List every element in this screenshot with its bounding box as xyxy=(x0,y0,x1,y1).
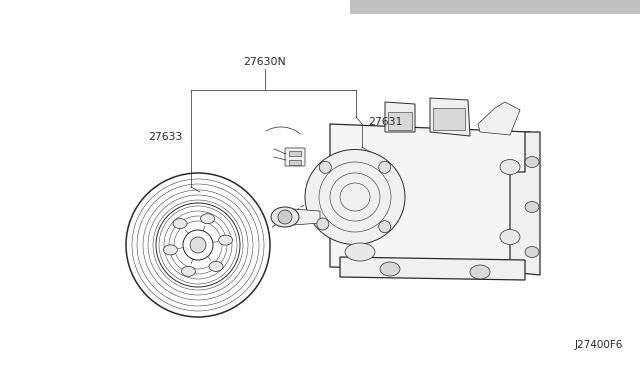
Ellipse shape xyxy=(525,247,539,257)
Bar xyxy=(289,160,301,165)
Text: 27630N: 27630N xyxy=(244,57,286,67)
Polygon shape xyxy=(280,208,320,226)
Ellipse shape xyxy=(200,214,214,224)
Circle shape xyxy=(317,218,329,230)
Polygon shape xyxy=(385,102,415,132)
Ellipse shape xyxy=(500,230,520,244)
Bar xyxy=(433,108,465,130)
Ellipse shape xyxy=(525,157,539,167)
Bar xyxy=(388,112,412,130)
Ellipse shape xyxy=(219,235,232,245)
Polygon shape xyxy=(330,124,530,272)
Bar xyxy=(289,151,301,156)
Polygon shape xyxy=(510,132,540,275)
Text: 27633: 27633 xyxy=(148,132,182,142)
Polygon shape xyxy=(340,257,525,280)
Circle shape xyxy=(319,161,332,173)
Ellipse shape xyxy=(163,245,177,255)
Ellipse shape xyxy=(500,160,520,174)
Circle shape xyxy=(379,161,390,173)
Circle shape xyxy=(379,221,390,233)
Polygon shape xyxy=(430,98,470,136)
Ellipse shape xyxy=(173,219,187,228)
Ellipse shape xyxy=(305,150,405,244)
Ellipse shape xyxy=(181,266,195,276)
FancyBboxPatch shape xyxy=(285,148,305,166)
Polygon shape xyxy=(478,102,520,135)
Text: J27400F6: J27400F6 xyxy=(575,340,623,350)
Ellipse shape xyxy=(525,202,539,212)
Ellipse shape xyxy=(209,262,223,272)
Circle shape xyxy=(190,237,206,253)
Bar xyxy=(350,0,640,14)
Circle shape xyxy=(278,210,292,224)
Ellipse shape xyxy=(470,265,490,279)
Ellipse shape xyxy=(380,262,400,276)
Ellipse shape xyxy=(345,243,375,261)
Text: 27631: 27631 xyxy=(368,117,403,127)
Ellipse shape xyxy=(271,207,299,227)
